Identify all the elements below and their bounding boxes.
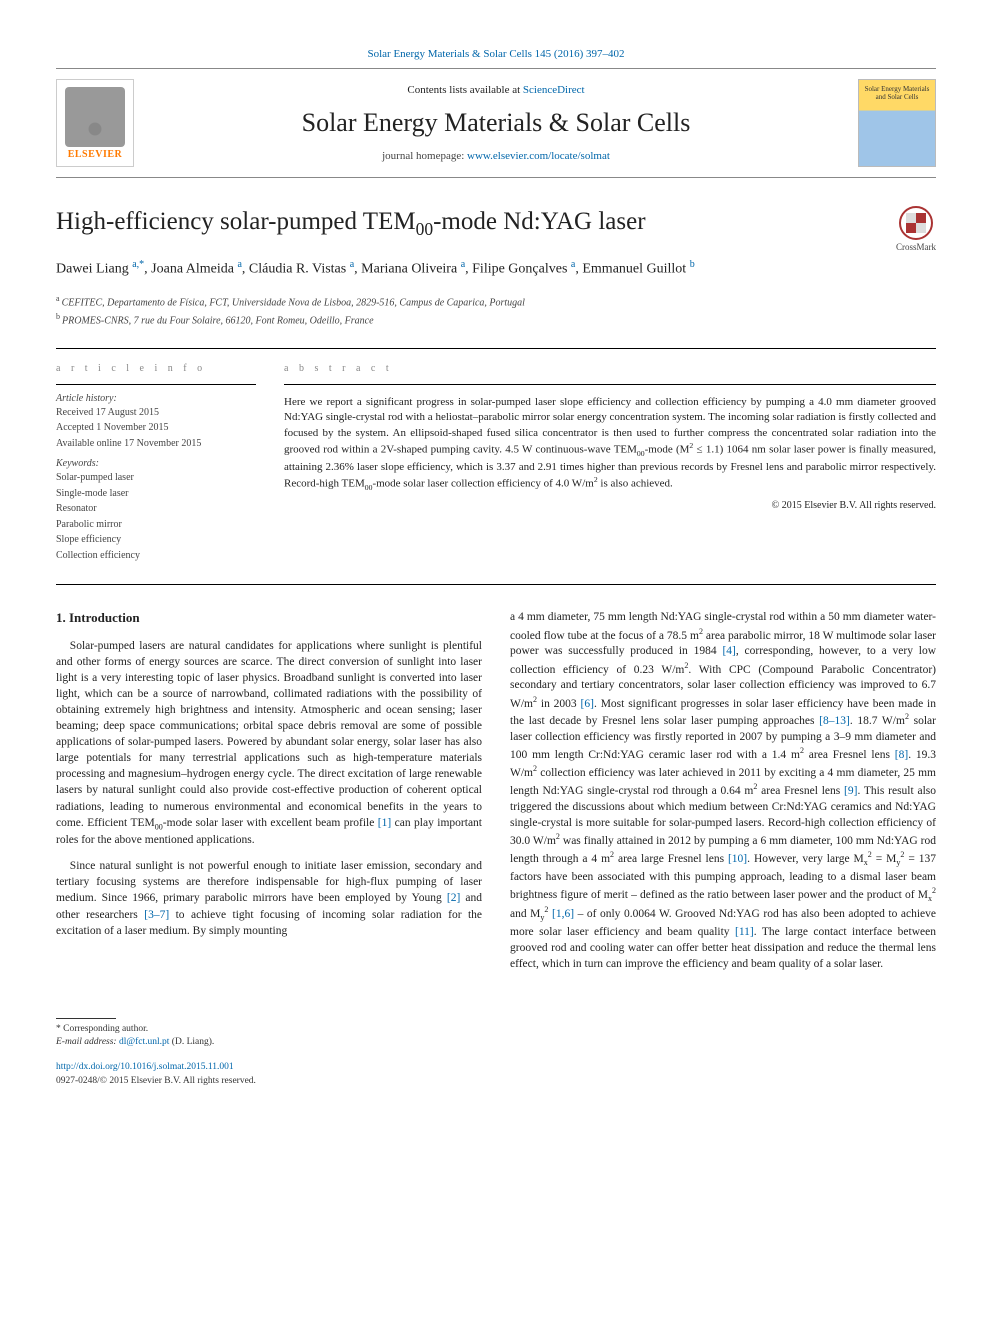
abstract-rule: [284, 384, 936, 385]
keyword-4: Slope efficiency: [56, 533, 256, 547]
history-received: Received 17 August 2015: [56, 406, 256, 420]
journal-cover-text: Solar Energy Materials and Solar Cells: [859, 86, 935, 101]
keyword-2: Resonator: [56, 502, 256, 516]
journal-name: Solar Energy Materials & Solar Cells: [158, 108, 834, 138]
body-columns: 1. Introduction Solar-pumped lasers are …: [56, 609, 936, 981]
article-title: High-efficiency solar-pumped TEM00-mode …: [56, 206, 646, 241]
keyword-1: Single-mode laser: [56, 487, 256, 501]
section-rule-2: [56, 584, 936, 585]
paragraph-3: a 4 mm diameter, 75 mm length Nd:YAG sin…: [510, 609, 936, 971]
contents-line: Contents lists available at ScienceDirec…: [158, 84, 834, 96]
crossmark-circle-icon: [899, 206, 933, 240]
section-1-heading: 1. Introduction: [56, 609, 482, 627]
history-online: Available online 17 November 2015: [56, 437, 256, 451]
authors-line: Dawei Liang a,*, Joana Almeida a, Cláudi…: [56, 258, 936, 279]
body-col-right: a 4 mm diameter, 75 mm length Nd:YAG sin…: [510, 609, 936, 981]
history-accepted: Accepted 1 November 2015: [56, 421, 256, 435]
sciencedirect-link[interactable]: ScienceDirect: [523, 84, 585, 96]
homepage-line: journal homepage: www.elsevier.com/locat…: [158, 150, 834, 162]
journal-cover: Solar Energy Materials and Solar Cells: [858, 79, 936, 167]
crossmark-label: CrossMark: [896, 242, 936, 252]
keyword-3: Parabolic mirror: [56, 518, 256, 532]
title-row: High-efficiency solar-pumped TEM00-mode …: [56, 206, 936, 252]
affiliations: aCEFITEC, Departamento de Física, FCT, U…: [56, 293, 936, 328]
email-line: E-mail address: dl@fct.unl.pt (D. Liang)…: [56, 1036, 936, 1049]
email-label: E-mail address:: [56, 1037, 119, 1047]
copyright-line: © 2015 Elsevier B.V. All rights reserved…: [284, 500, 936, 511]
section-rule: [56, 348, 936, 349]
masthead-center: Contents lists available at ScienceDirec…: [134, 84, 858, 162]
meta-abstract-row: a r t i c l e i n f o Article history: R…: [56, 363, 936, 565]
info-rule: [56, 384, 256, 385]
article-info-heading: a r t i c l e i n f o: [56, 363, 256, 374]
publisher-name: ELSEVIER: [68, 149, 123, 160]
footnote-rule: [56, 1018, 116, 1019]
abstract: A B S T R A C T Here we report a signifi…: [284, 363, 936, 565]
body-col-left: 1. Introduction Solar-pumped lasers are …: [56, 609, 482, 981]
paragraph-2: Since natural sunlight is not powerful e…: [56, 858, 482, 938]
elsevier-tree-icon: [65, 87, 125, 147]
history-label: Article history:: [56, 393, 256, 404]
keyword-5: Collection efficiency: [56, 549, 256, 563]
issn-line: 0927-0248/© 2015 Elsevier B.V. All right…: [56, 1075, 936, 1088]
affiliation-a: aCEFITEC, Departamento de Física, FCT, U…: [56, 293, 936, 310]
article-info: a r t i c l e i n f o Article history: R…: [56, 363, 256, 565]
homepage-link[interactable]: www.elsevier.com/locate/solmat: [467, 150, 610, 162]
email-suffix: (D. Liang).: [169, 1037, 214, 1047]
affiliation-b: bPROMES-CNRS, 7 rue du Four Solaire, 661…: [56, 311, 936, 328]
footer: * Corresponding author. E-mail address: …: [56, 1018, 936, 1088]
doi-link[interactable]: http://dx.doi.org/10.1016/j.solmat.2015.…: [56, 1062, 234, 1072]
masthead: ELSEVIER Contents lists available at Sci…: [56, 68, 936, 178]
homepage-prefix: journal homepage:: [382, 150, 467, 162]
keywords-label: Keywords:: [56, 458, 256, 469]
keyword-0: Solar-pumped laser: [56, 471, 256, 485]
abstract-text: Here we report a significant progress in…: [284, 395, 936, 494]
paragraph-1: Solar-pumped lasers are natural candidat…: [56, 638, 482, 849]
email-link[interactable]: dl@fct.unl.pt: [119, 1037, 169, 1047]
corresponding-author: * Corresponding author.: [56, 1023, 936, 1036]
crossmark-badge[interactable]: CrossMark: [896, 206, 936, 252]
contents-prefix: Contents lists available at: [407, 84, 522, 96]
abstract-heading: A B S T R A C T: [284, 363, 936, 374]
citation-header: Solar Energy Materials & Solar Cells 145…: [56, 48, 936, 60]
publisher-logo: ELSEVIER: [56, 79, 134, 167]
